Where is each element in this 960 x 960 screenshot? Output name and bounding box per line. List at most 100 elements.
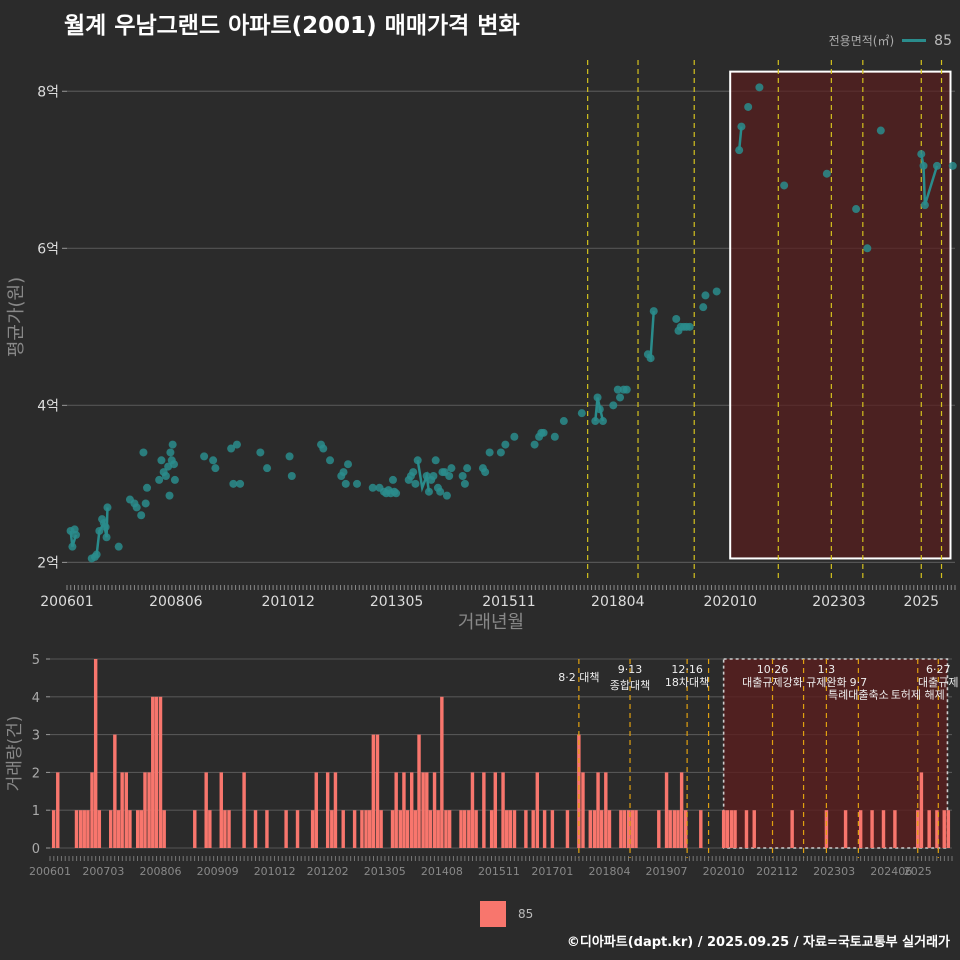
data-point	[609, 401, 618, 410]
data-point	[613, 385, 622, 394]
data-point	[411, 479, 420, 488]
volume-bar	[364, 810, 368, 848]
data-point	[646, 354, 655, 363]
data-point	[211, 464, 220, 473]
x-tick-label: 201804	[588, 865, 630, 878]
data-point	[672, 314, 681, 323]
volume-bar	[462, 810, 467, 848]
x-tick-label: 201012	[261, 594, 314, 610]
volume-bar	[577, 734, 581, 848]
x-axis-label: 거래년월	[458, 612, 524, 633]
x-tick-label: 202010	[703, 594, 756, 610]
volume-bar	[919, 772, 924, 848]
volume-bar	[390, 810, 395, 848]
volume-bar	[508, 810, 513, 848]
data-point	[95, 526, 104, 535]
data-point	[170, 460, 179, 469]
volume-bar	[333, 772, 338, 848]
data-point	[71, 530, 80, 539]
data-point	[285, 452, 294, 461]
x-tick-label: 200909	[197, 865, 239, 878]
data-point	[139, 448, 148, 457]
data-point	[485, 448, 494, 457]
volume-bar	[325, 772, 330, 848]
policy-annotation: 9·13	[618, 663, 643, 676]
data-point	[550, 432, 559, 441]
data-point	[577, 409, 586, 418]
x-tick-label: 201012	[254, 865, 296, 878]
x-tick-label: 2025	[903, 594, 939, 610]
volume-bar	[588, 810, 592, 848]
data-point	[649, 307, 658, 316]
volume-bar	[310, 810, 315, 848]
x-tick-label: 202406	[870, 865, 912, 878]
volume-bar	[676, 810, 680, 848]
volume-bar	[295, 810, 300, 848]
y-tick-label: 3	[32, 729, 40, 744]
policy-annotation: 12·16	[671, 663, 703, 676]
volume-bar	[893, 810, 897, 848]
legend-title: 전용면적(㎡)	[828, 34, 895, 48]
volume-bar	[352, 810, 357, 848]
volume-bar	[227, 810, 231, 848]
x-tick-label: 201305	[364, 865, 406, 878]
volume-bar	[219, 772, 223, 848]
y-tick-label: 4억	[37, 398, 59, 414]
data-point	[388, 475, 397, 484]
volume-bar	[524, 810, 528, 848]
volume-bar	[413, 810, 418, 848]
policy-annotation: 18차대책	[665, 676, 709, 689]
data-point	[263, 464, 272, 473]
x-tick-label: 200806	[149, 594, 203, 610]
volume-bar	[410, 772, 414, 848]
data-point	[463, 464, 472, 473]
x-tick-label: 202010	[703, 865, 745, 878]
y-tick-label: 2	[32, 766, 40, 781]
volume-bar	[128, 810, 132, 848]
y-tick-label: 4	[32, 691, 40, 706]
volume-bar	[679, 772, 684, 848]
data-point	[429, 472, 438, 480]
volume-legend: 85	[480, 901, 533, 927]
data-point	[737, 122, 746, 131]
volume-bar	[116, 810, 121, 848]
volume-bar	[504, 810, 509, 848]
volume-bar	[672, 810, 677, 848]
data-point	[232, 440, 241, 449]
volume-bar	[242, 772, 246, 848]
policy-annotation: 9·7	[850, 676, 868, 689]
data-point	[458, 472, 467, 480]
volume-bar	[120, 772, 124, 848]
volume-bar	[489, 810, 494, 848]
data-point	[539, 428, 548, 437]
volume-bar	[744, 810, 749, 848]
data-point	[165, 491, 174, 500]
data-point	[392, 489, 401, 498]
volume-bar	[124, 772, 128, 848]
data-point	[413, 456, 422, 465]
volume-bar	[459, 810, 463, 848]
data-point	[341, 479, 350, 488]
data-point	[501, 440, 510, 449]
data-point	[166, 448, 175, 457]
data-point	[712, 287, 721, 296]
volume-bar	[143, 772, 147, 848]
volume-bar	[444, 810, 448, 848]
volume-bar	[501, 772, 505, 848]
data-point	[863, 244, 872, 253]
volume-bar	[604, 772, 608, 848]
x-tick-label: 201408	[421, 865, 463, 878]
data-point	[876, 126, 885, 135]
data-point	[170, 475, 179, 484]
data-point	[103, 503, 112, 512]
volume-bar	[223, 810, 227, 848]
volume-bar	[139, 810, 144, 848]
volume-bar	[729, 810, 734, 848]
data-point	[510, 432, 519, 441]
volume-bar	[90, 772, 94, 848]
legend-bar-label: 85	[518, 907, 534, 921]
data-point	[161, 472, 170, 480]
data-point	[481, 468, 490, 477]
data-point	[559, 417, 568, 426]
